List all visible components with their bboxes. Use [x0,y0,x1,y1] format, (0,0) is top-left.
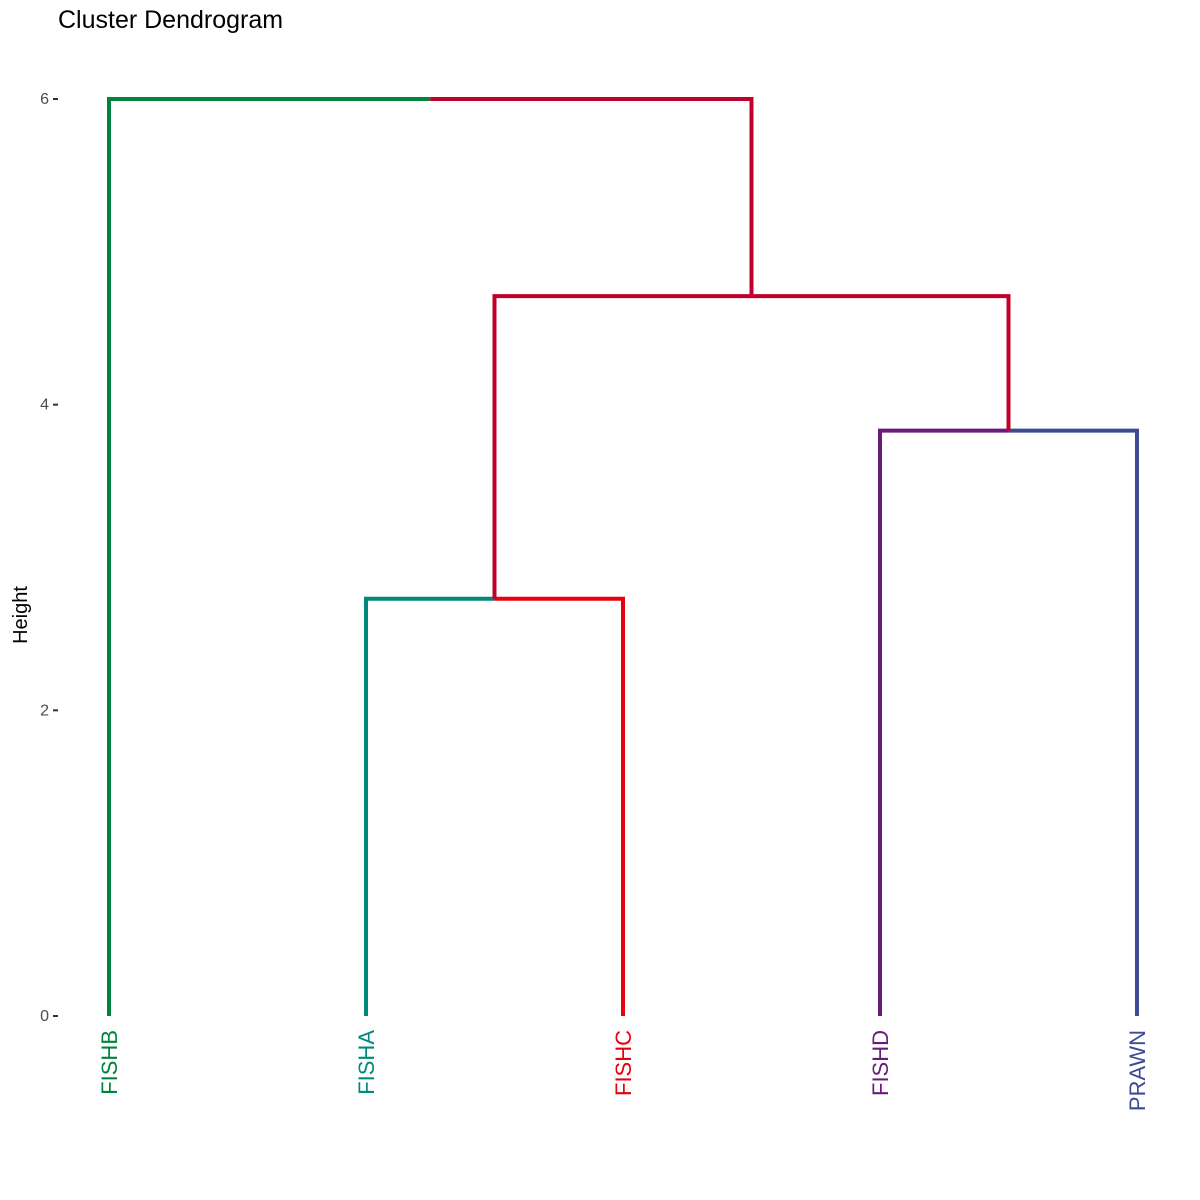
y-axis-title: Height [10,586,32,644]
chart-title: Cluster Dendrogram [58,6,284,34]
leaf-label-fisha: FISHA [354,1030,379,1095]
y-tick-label-2: 2 [40,702,49,719]
y-tick-label-4: 4 [40,397,49,414]
dendrogram-branches [107,97,1139,1016]
y-tick-label-6: 6 [40,91,49,108]
y-axis: 0 2 4 6 [40,91,58,1025]
leaf-labels: FISHB FISHA FISHC FISHD PRAWN [97,1030,1150,1111]
leaf-label-fishb: FISHB [97,1030,122,1095]
y-tick-label-0: 0 [40,1008,49,1025]
leaf-label-prawn: PRAWN [1125,1030,1150,1111]
leaf-label-fishc: FISHC [611,1030,636,1096]
leaf-label-fishd: FISHD [868,1030,893,1096]
